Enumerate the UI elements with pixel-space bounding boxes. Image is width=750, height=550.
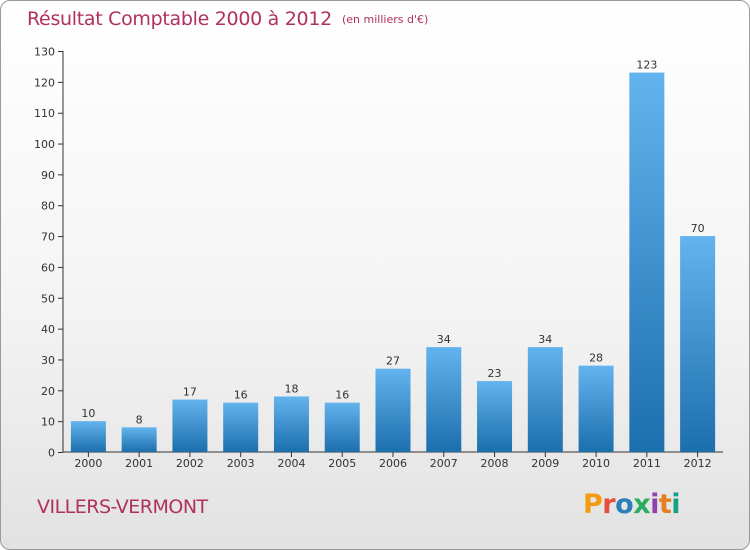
value-label-2010: 28 [589, 352, 603, 365]
value-label-2008: 23 [488, 367, 502, 380]
bar-2001 [121, 427, 157, 452]
proxiti-logo[interactable]: Proxiti [583, 489, 681, 520]
value-label-2001: 8 [136, 413, 143, 426]
x-tick-label: 2011 [633, 457, 661, 470]
bar-2004 [273, 396, 309, 452]
logo-letter: o [615, 489, 634, 520]
bar-2000 [70, 421, 106, 452]
value-label-2000: 10 [81, 407, 95, 420]
value-label-2002: 17 [183, 386, 197, 399]
value-label-2007: 34 [437, 333, 451, 346]
x-tick-label: 2004 [277, 457, 305, 470]
x-tick-label: 2006 [379, 457, 407, 470]
y-tick-label: 40 [41, 323, 55, 336]
bar-2011 [629, 72, 665, 452]
y-tick-label: 50 [41, 292, 55, 305]
value-label-2006: 27 [386, 355, 400, 368]
bar-2007 [426, 347, 462, 452]
x-tick-label: 2003 [227, 457, 255, 470]
bar-2008 [477, 381, 513, 452]
chart-title: Résultat Comptable 2000 à 2012 [27, 8, 332, 30]
x-tick-label: 2008 [481, 457, 509, 470]
y-tick-label: 60 [41, 261, 55, 274]
bar-2006 [375, 368, 411, 452]
value-label-2012: 70 [691, 222, 705, 235]
x-tick-label: 2010 [582, 457, 610, 470]
y-tick-label: 80 [41, 200, 55, 213]
chart-bars [70, 72, 716, 452]
x-tick-label: 2007 [430, 457, 458, 470]
y-tick-label: 120 [34, 76, 55, 89]
y-tick-label: 110 [34, 107, 55, 120]
value-label-2009: 34 [538, 333, 552, 346]
bar-2012 [680, 236, 716, 452]
y-tick-label: 100 [34, 138, 55, 151]
value-label-2003: 16 [234, 389, 248, 402]
y-tick-label: 90 [41, 169, 55, 182]
bar-2005 [324, 402, 360, 452]
y-tick-label: 10 [41, 416, 55, 429]
bar-2003 [223, 402, 259, 452]
x-tick-label: 2005 [328, 457, 356, 470]
x-tick-label: 2002 [176, 457, 204, 470]
x-tick-label: 2012 [684, 457, 712, 470]
value-label-2004: 18 [284, 382, 298, 395]
bar-2009 [527, 347, 563, 452]
x-tick-label: 2001 [125, 457, 153, 470]
chart-subtitle: (en milliers d'€) [342, 13, 429, 26]
commune-name: VILLERS-VERMONT [37, 496, 208, 518]
x-tick-label: 2000 [74, 457, 102, 470]
logo-letter: t [658, 489, 672, 520]
bar-2002 [172, 399, 208, 452]
value-label-2005: 16 [335, 389, 349, 402]
y-tick-label: 20 [41, 385, 55, 398]
logo-letter: P [583, 489, 603, 520]
bar-2010 [578, 365, 614, 452]
y-tick-label: 70 [41, 231, 55, 244]
y-tick-label: 30 [41, 354, 55, 367]
logo-letter: i [671, 489, 681, 520]
logo-letter: x [633, 489, 651, 520]
x-tick-label: 2009 [531, 457, 559, 470]
logo-letter: r [602, 489, 616, 520]
y-tick-label: 0 [48, 447, 55, 460]
logo-letter: i [650, 489, 659, 520]
chart-value-labels: 10 8 17 16 18 16 27 34 23 34 28 123 70 [81, 59, 704, 427]
y-tick-label: 130 [34, 46, 55, 59]
value-label-2011: 123 [636, 59, 657, 72]
